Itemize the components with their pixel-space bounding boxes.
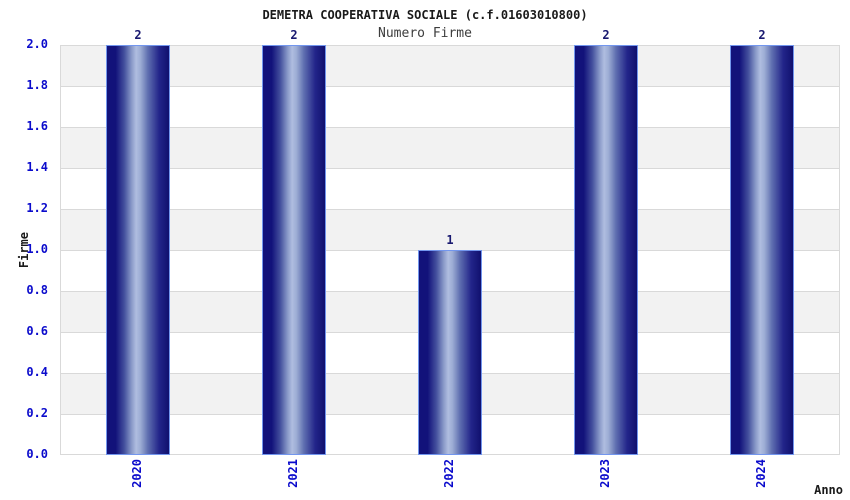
grid-line bbox=[60, 208, 840, 210]
bar-2020 bbox=[106, 45, 170, 455]
bar-2022 bbox=[418, 250, 482, 455]
x-axis-title: Anno bbox=[814, 483, 843, 497]
y-tick-label: 0.0 bbox=[26, 447, 48, 461]
y-tick-label: 1.6 bbox=[26, 119, 48, 133]
chart-subtitle: Numero Firme bbox=[378, 26, 472, 41]
y-tick-label: 0.8 bbox=[26, 283, 48, 297]
y-tick-label: 0.4 bbox=[26, 365, 48, 379]
bar-2024 bbox=[730, 45, 794, 455]
grid-line bbox=[60, 85, 840, 87]
bar-value-label: 2 bbox=[758, 28, 766, 42]
plot-band bbox=[60, 168, 840, 209]
x-tick-label: 2024 bbox=[754, 459, 768, 488]
y-tick-label: 0.2 bbox=[26, 406, 48, 420]
y-tick-label: 0.6 bbox=[26, 324, 48, 338]
bar-value-label: 1 bbox=[446, 233, 454, 247]
bar-value-label: 2 bbox=[602, 28, 610, 42]
bar-value-label: 2 bbox=[134, 28, 142, 42]
y-tick-label: 1.8 bbox=[26, 78, 48, 92]
plot-band bbox=[60, 209, 840, 250]
y-tick-label: 1.4 bbox=[26, 160, 48, 174]
chart-title: DEMETRA COOPERATIVA SOCIALE (c.f.0160301… bbox=[262, 8, 588, 22]
plot-area: 2 2 1 2 2 bbox=[60, 28, 840, 455]
grid-line bbox=[60, 126, 840, 128]
x-tick-label: 2023 bbox=[598, 459, 612, 488]
bar-value-label: 2 bbox=[290, 28, 298, 42]
x-tick-label: 2020 bbox=[130, 459, 144, 488]
y-tick-label: 1.2 bbox=[26, 201, 48, 215]
plot-band bbox=[60, 86, 840, 127]
plot-band bbox=[60, 45, 840, 86]
y-tick-label: 2.0 bbox=[26, 37, 48, 51]
grid-line bbox=[60, 167, 840, 169]
y-tick-label: 1.0 bbox=[26, 242, 48, 256]
bar-2023 bbox=[574, 45, 638, 455]
plot-band bbox=[60, 127, 840, 168]
bar-2021 bbox=[262, 45, 326, 455]
x-tick-label: 2022 bbox=[442, 459, 456, 488]
x-tick-label: 2021 bbox=[286, 459, 300, 488]
